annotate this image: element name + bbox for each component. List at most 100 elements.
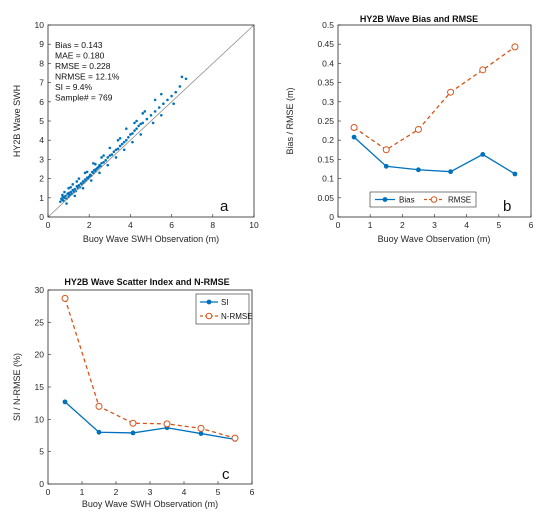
series-marks-b xyxy=(350,43,519,177)
scatter-point xyxy=(143,110,147,113)
scatter-point xyxy=(108,146,112,150)
scatter-point xyxy=(131,140,134,144)
data-point-rmse xyxy=(350,124,358,132)
scatter-point xyxy=(102,160,105,164)
legend-marker-rmse xyxy=(430,196,438,203)
y-tick-label-a: 5 xyxy=(39,116,44,126)
legend-marker-nrmse xyxy=(205,312,213,320)
scatter-point xyxy=(162,102,165,106)
stat-sample-a: Sample# = 769 xyxy=(55,93,113,103)
y-tick-label-c: 0 xyxy=(39,479,44,489)
data-point-rmse xyxy=(382,146,390,154)
series-line-n-rmse xyxy=(64,298,236,439)
scatter-point xyxy=(110,153,114,156)
scatter-point xyxy=(71,188,75,192)
y-tick-label-b: 0.4 xyxy=(322,58,334,68)
scatter-point xyxy=(149,113,153,117)
scatter-point xyxy=(153,98,157,102)
y-tick-label-a: 1 xyxy=(39,193,44,203)
stat-mae-a: MAE = 0.180 xyxy=(55,51,105,61)
legend-label-si: SI xyxy=(221,298,229,307)
x-tick-label-a: 4 xyxy=(128,220,133,230)
x-tick-label-c: 5 xyxy=(216,487,221,497)
y-tick-label-a: 8 xyxy=(39,58,44,68)
legend-b: Bias RMSE xyxy=(369,191,477,208)
axis-ticks-b: 0 1 2 3 4 5 6 0 0.05 0.1 0.15 0.2 0.25 0.3 0.35 0.4 0.45… xyxy=(317,20,533,230)
series-line-bias xyxy=(353,136,516,175)
x-tick-label-a: 10 xyxy=(249,220,259,230)
x-tick-label-b: 4 xyxy=(464,220,469,230)
stats-box-a: Bias = 0.143 MAE = 0.180 RMSE = 0.228 NR… xyxy=(55,40,120,103)
scatter-point xyxy=(83,171,87,175)
scatter-point xyxy=(157,106,161,109)
y-tick-label-c: 20 xyxy=(35,350,45,360)
scatter-point xyxy=(118,136,122,140)
y-tick-label-a: 2 xyxy=(39,174,44,184)
scatter-point xyxy=(170,94,173,98)
legend-label-rmse: RMSE xyxy=(448,196,471,205)
y-tick-label-c: 5 xyxy=(39,447,44,457)
y-axis-label-c: SI / N-RMSE (%) xyxy=(12,353,22,421)
scatter-point xyxy=(114,148,118,152)
scatter-point xyxy=(62,199,65,202)
y-tick-label-a: 7 xyxy=(39,78,44,88)
chart-title-c: HY2B Wave Scatter Index and N-RMSE xyxy=(64,277,229,287)
chart-title-b: HY2B Wave Bias and RMSE xyxy=(360,14,478,24)
scatter-point xyxy=(131,132,134,135)
scatter-point xyxy=(124,138,128,142)
data-point-n-rmse xyxy=(95,402,103,410)
data-point-bias xyxy=(351,134,357,140)
y-tick-label-b: 0.15 xyxy=(317,154,334,164)
scatter-point xyxy=(77,177,81,180)
x-tick-label-b: 3 xyxy=(432,220,437,230)
data-point-bias xyxy=(448,169,453,175)
scatter-point xyxy=(99,164,102,168)
scatter-point xyxy=(166,98,169,102)
scatter-point xyxy=(100,156,103,159)
data-point-si xyxy=(96,429,102,435)
panel-letter-b: b xyxy=(503,198,511,215)
scatter-point xyxy=(160,92,163,96)
scatter-point xyxy=(68,193,71,197)
legend-box-c xyxy=(195,293,250,325)
scatter-point xyxy=(108,154,112,157)
scatter-point xyxy=(94,169,97,173)
axis-ticks-c: 0 1 2 3 4 5 6 0 5 10 15 20 25 30 xyxy=(35,285,255,497)
scatter-point xyxy=(81,186,85,190)
scatter-point xyxy=(106,163,110,167)
scatter-point xyxy=(67,186,70,190)
data-point-bias xyxy=(512,171,518,177)
x-tick-label-c: 2 xyxy=(114,487,119,497)
y-tick-label-a: 3 xyxy=(39,154,44,164)
scatter-point xyxy=(184,77,188,81)
scatter-point xyxy=(135,127,138,130)
y-tick-label-b: 0.25 xyxy=(317,116,334,126)
scatter-point xyxy=(127,136,130,139)
stat-rmse-a: RMSE = 0.228 xyxy=(55,61,111,71)
y-tick-label-a: 10 xyxy=(35,20,45,30)
scatter-point xyxy=(59,200,62,203)
x-tick-label-c: 6 xyxy=(250,487,255,497)
scatter-point xyxy=(139,133,142,136)
panel-b: HY2B Wave Bias and RMSE 0 1 2 3 4 5 600.050.10… xyxy=(285,14,534,244)
y-tick-label-a: 4 xyxy=(39,135,44,145)
data-point-rmse xyxy=(414,125,422,133)
panel-a: 0 2 4 6 8 10 0 1 2 3 4 5 6 7 8 9 10 Bias = 0.143 MAE = 0… xyxy=(12,20,259,244)
x-tick-label-a: 0 xyxy=(46,220,51,230)
legend-c: SI N-RMSE xyxy=(195,293,253,325)
scatter-point xyxy=(116,138,120,142)
scatter-point xyxy=(61,193,64,197)
x-tick-label-b: 5 xyxy=(496,220,501,230)
y-axis-label-b: Bias / RMSE (m) xyxy=(285,87,295,154)
scatter-point xyxy=(89,179,93,182)
scatter-point xyxy=(135,119,138,123)
scatter-point xyxy=(100,161,103,165)
y-tick-label-b: 0.1 xyxy=(322,174,334,184)
axis-ticks-a: 0 2 4 6 8 10 0 1 2 3 4 5 6 7 8 9 10 xyxy=(35,20,259,230)
y-tick-label-c: 15 xyxy=(35,382,45,392)
scatter-point xyxy=(151,121,155,125)
scatter-point xyxy=(122,140,126,144)
data-point-rmse xyxy=(511,43,519,51)
scatter-point xyxy=(104,159,107,162)
